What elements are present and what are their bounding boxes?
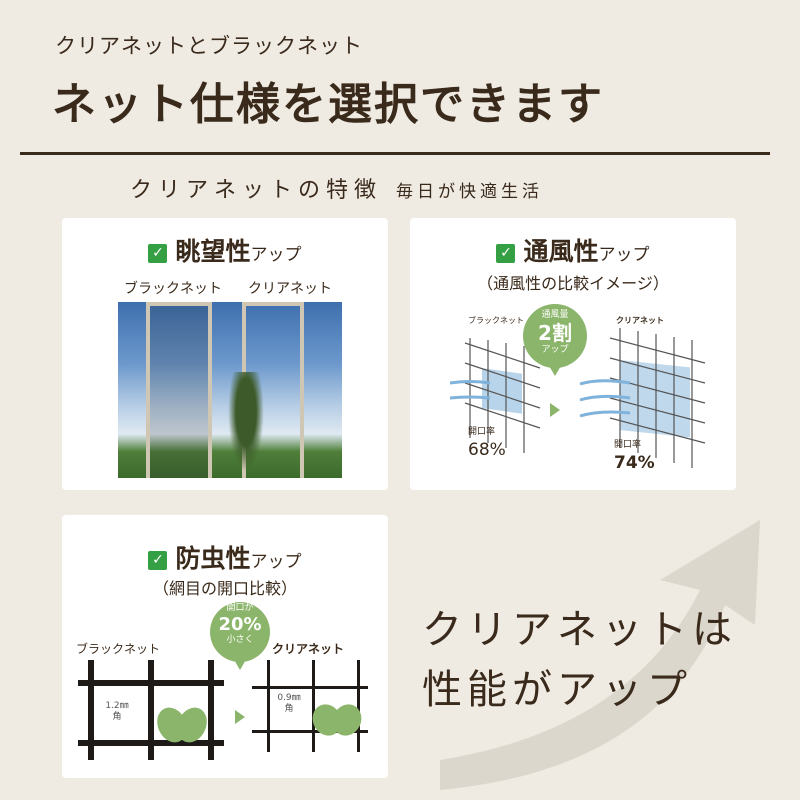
- card-title-text: 防虫性: [175, 544, 251, 573]
- card-view: ✓ 眺望性アップ ブラックネット クリアネット: [62, 218, 388, 490]
- section-heading: クリアネットの特徴 毎日が快適生活: [130, 172, 543, 204]
- check-icon: ✓: [148, 244, 168, 263]
- left-rate: 68%: [468, 440, 506, 460]
- card-suffix: アップ: [250, 245, 302, 265]
- bubble-top: 開口が: [226, 603, 254, 613]
- card-title: ✓ 通風性アップ: [410, 232, 736, 268]
- right-size-value: 0.9㎜: [277, 693, 301, 703]
- label-clear: クリアネット: [248, 281, 332, 297]
- card-title: ✓ 防虫性アップ: [62, 539, 388, 575]
- card-title: ✓ 眺望性アップ: [62, 232, 388, 268]
- check-icon: ✓: [148, 551, 168, 570]
- page-title: ネット仕様を選択できます: [52, 79, 604, 130]
- card-suffix: アップ: [598, 245, 650, 265]
- left-rate-label: 開口率: [468, 427, 496, 437]
- section-title: クリアネットの特徴: [130, 178, 383, 203]
- conclusion: クリアネットは 性能がアップ: [422, 600, 737, 720]
- arrow-graphic: [440, 520, 760, 790]
- bubble-bottom: 小さく: [226, 635, 254, 646]
- card-title-text: 通風性: [523, 237, 599, 266]
- airflow-bubble: 通風量 2割 アップ: [525, 310, 585, 356]
- check-icon: ✓: [496, 244, 516, 263]
- right-rate: 74%: [614, 453, 655, 473]
- card-insect: ✓ 防虫性アップ （網目の開口比較） ブラックネット クリアネット 開口が 20%…: [62, 515, 388, 778]
- bubble-top: 通風量: [541, 310, 569, 320]
- subtitle: クリアネットとブラックネット: [55, 34, 363, 58]
- left-label: ブラックネット: [76, 642, 161, 656]
- left-label: ブラックネット: [468, 316, 524, 325]
- card-title-text: 眺望性: [175, 237, 251, 266]
- right-label: クリアネット: [616, 316, 664, 325]
- card-ventilation: ✓ 通風性アップ （通風性の比較イメージ） ブラックネット クリアネット 通風量 …: [410, 218, 736, 490]
- label-black: ブラックネット: [124, 281, 222, 297]
- card-suffix: アップ: [250, 552, 302, 572]
- ventilation-diagram: [449, 304, 706, 468]
- bubble-main: 2割: [538, 320, 572, 345]
- card-caption: （通風性の比較イメージ）: [477, 274, 669, 293]
- divider: [20, 152, 770, 155]
- right-label: クリアネット: [272, 642, 345, 656]
- right-rate-label: 開口率: [614, 440, 642, 450]
- bubble-bottom: アップ: [541, 344, 569, 355]
- bubble-main: 20%: [218, 613, 262, 635]
- card-caption: （網目の開口比較）: [152, 579, 297, 598]
- left-size-unit: 角: [112, 711, 122, 722]
- mesh-bubble: 開口が 20% 小さく: [210, 603, 270, 646]
- tree-image: [228, 372, 264, 472]
- window-photo: [118, 302, 342, 478]
- conclusion-line2: 性能がアップ: [422, 667, 692, 713]
- conclusion-line1: クリアネットは: [422, 607, 737, 653]
- left-size-value: 1.2㎜: [105, 701, 129, 711]
- black-net-frame: [146, 302, 212, 478]
- mesh-diagram: [78, 602, 368, 760]
- section-tagline: 毎日が快適生活: [396, 182, 544, 202]
- right-size-unit: 角: [284, 703, 294, 714]
